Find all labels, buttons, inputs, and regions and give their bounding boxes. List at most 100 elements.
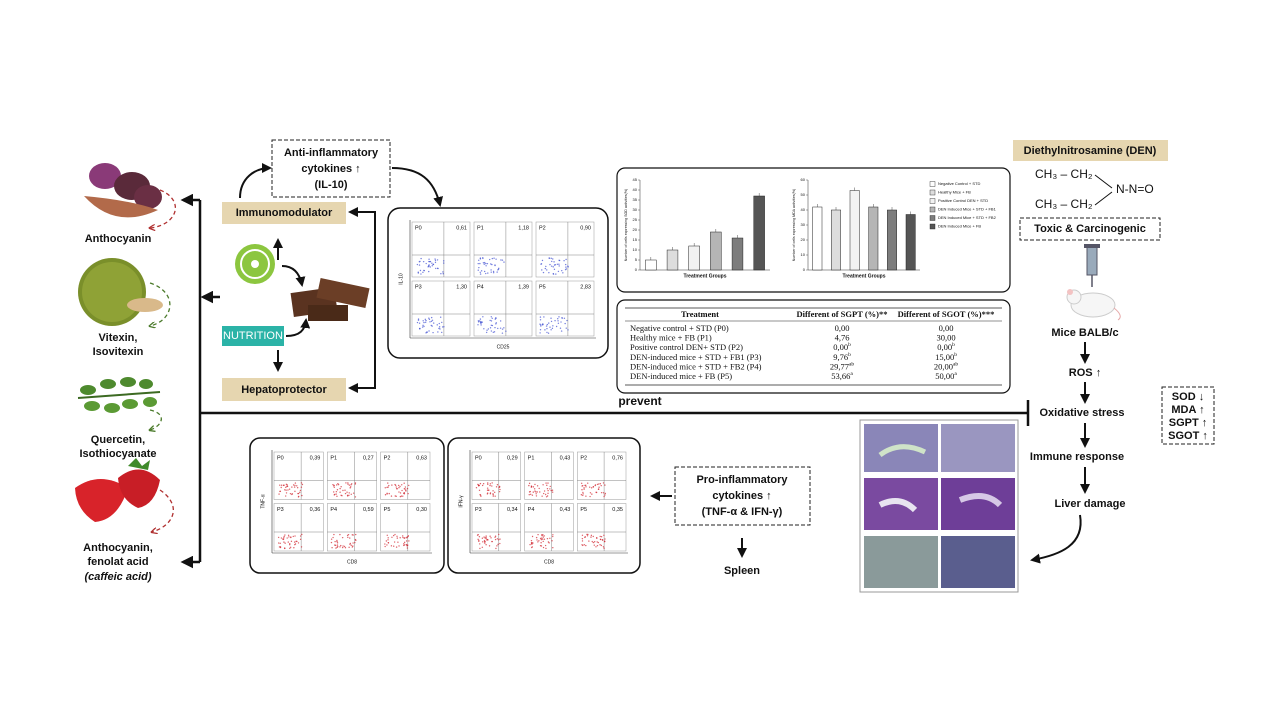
cell-dot [493, 491, 496, 494]
cell-dot [531, 535, 534, 538]
pro-inflammatory-text: Pro-inflammatory [696, 474, 788, 486]
cell-dot [585, 484, 587, 487]
cell-dot [284, 547, 286, 550]
flow-plot [411, 221, 471, 278]
cell-dot [352, 492, 355, 494]
cell-dot [330, 538, 333, 540]
table-cell: DEN-induced mice + FB (P5) [630, 371, 732, 381]
flow-plot [535, 221, 595, 278]
gate-label: P5 [384, 507, 391, 513]
cell-dot [491, 485, 493, 487]
pathway-step: Oxidative stress [1040, 407, 1125, 419]
cell-dot [544, 329, 546, 331]
cell-dot [495, 486, 498, 488]
pro-inflammatory-box [674, 466, 811, 526]
cell-dot [431, 319, 434, 322]
cell-dot [496, 271, 498, 273]
legend-swatch [929, 189, 936, 196]
cell-dot [348, 484, 351, 486]
cell-dot [580, 482, 583, 484]
y-axis-label: Number of cells expressing MDA activitie… [792, 189, 796, 262]
cell-dot [564, 268, 567, 271]
cell-dot [592, 486, 594, 488]
cell-dot [587, 482, 589, 484]
cell-dot [567, 265, 569, 267]
cell-dot [295, 540, 297, 543]
cell-dot [403, 544, 405, 547]
cell-dot [537, 541, 539, 543]
sweet-potato [84, 163, 176, 228]
formula: CH₃ – CH₂ [1035, 167, 1093, 181]
cell-dot [401, 535, 404, 537]
cell-dot [291, 493, 293, 496]
cell-dot [434, 261, 437, 264]
cell-dot [277, 536, 280, 539]
cell-dot [596, 541, 598, 543]
cell-dot [592, 535, 594, 538]
table-cell: 20,00ab [934, 361, 959, 371]
legend-swatch [929, 181, 936, 187]
cell-dot [347, 533, 350, 536]
plant-label: fenolat acid [87, 556, 148, 568]
cell-dot [529, 543, 531, 546]
cell-dot [560, 321, 562, 323]
cell-dot [398, 491, 400, 493]
cell-dot [398, 487, 400, 489]
cell-dot [485, 265, 487, 267]
immunomodulator-label: Immunomodulator [236, 207, 333, 219]
cell-dot [388, 484, 390, 487]
cell-dot [603, 547, 605, 549]
cell-dot [480, 324, 482, 326]
cell-dot [342, 489, 344, 492]
gate-value: 0,59 [363, 507, 374, 513]
cell-dot [539, 491, 541, 493]
cell-dot [581, 485, 583, 487]
cell-dot [487, 483, 489, 486]
cell-dot [284, 542, 286, 544]
cell-dot [566, 319, 568, 322]
cell-dot [499, 320, 502, 322]
cell-dot [590, 487, 593, 489]
cell-dot [396, 537, 399, 539]
cell-dot [587, 533, 589, 536]
axis-label: CD8 [347, 559, 357, 565]
cell-dot [441, 326, 444, 328]
cell-dot [333, 484, 335, 487]
cell-dot [489, 493, 492, 495]
cell-dot [428, 317, 430, 319]
cell-dot [384, 494, 387, 496]
cell-dot [333, 486, 335, 489]
cell-dot [499, 538, 501, 540]
cell-dot [431, 262, 433, 264]
cell-dot [436, 267, 439, 270]
cell-dot [405, 543, 408, 546]
table-cell: 9,76b [833, 352, 851, 362]
cell-dot [407, 535, 410, 537]
cell-dot [490, 271, 492, 273]
flow-panel: IFN-γ CD8 P0 0,29 P1 0,43 P2 0,76 P3 0,34 P4 0,43 P5… [458, 450, 628, 565]
cell-dot [405, 489, 407, 491]
gate-label: P3 [277, 507, 284, 513]
cell-dot [478, 539, 480, 542]
cell-dot [595, 546, 597, 548]
cell-dot [420, 273, 422, 275]
cell-dot [597, 541, 600, 544]
cell-dot [483, 541, 486, 543]
cell-dot [561, 269, 563, 272]
cell-dot [498, 486, 500, 489]
cell-dot [538, 540, 540, 542]
table-cell: DEN-induced mice + STD + FB1 (P3) [630, 352, 762, 362]
strawberries [75, 458, 174, 532]
cell-dot [487, 328, 490, 330]
cell-dot [557, 320, 559, 322]
cell-dot [532, 491, 534, 493]
cell-dot [336, 542, 339, 544]
cell-dot [540, 538, 543, 541]
cell-dot [278, 546, 281, 548]
bar [812, 206, 823, 271]
cell-dot [528, 482, 531, 485]
cell-dot [481, 546, 484, 549]
flow-plot [411, 280, 471, 337]
cell-dot [483, 539, 486, 542]
cell-dot [336, 539, 338, 542]
